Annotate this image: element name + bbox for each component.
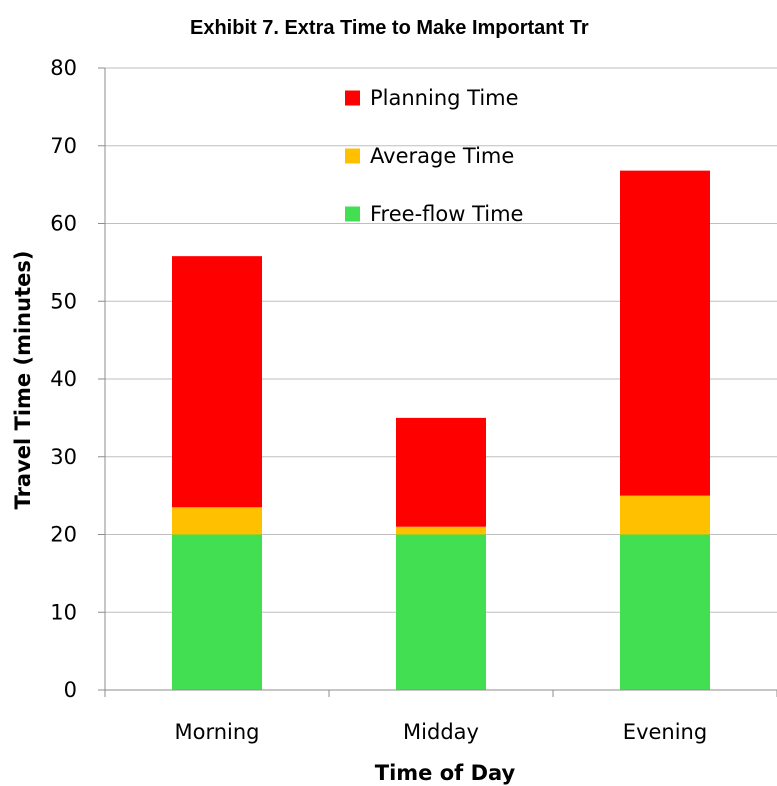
bar-planning-time-midday bbox=[396, 417, 486, 527]
y-tick-label: 10 bbox=[50, 600, 77, 624]
legend-swatch bbox=[345, 148, 360, 164]
y-tick-label: 20 bbox=[50, 523, 77, 547]
bar-free-flow-time-evening bbox=[620, 534, 710, 690]
legend-swatch bbox=[345, 206, 360, 222]
legend-label: Free-flow Time bbox=[370, 202, 523, 226]
y-tick-label: 70 bbox=[50, 134, 77, 158]
y-tick-label: 0 bbox=[64, 678, 77, 702]
y-tick-label: 50 bbox=[50, 289, 77, 313]
bar-average-time-morning bbox=[172, 507, 262, 535]
x-axis-title: Time of Day bbox=[375, 761, 516, 785]
x-tick-label: Morning bbox=[174, 720, 259, 744]
legend-label: Planning Time bbox=[370, 86, 519, 110]
x-tick-label: Evening bbox=[623, 720, 707, 744]
bar-free-flow-time-midday bbox=[396, 534, 486, 690]
legend: Planning Time Average Time Free-flow Time bbox=[345, 86, 523, 226]
y-axis-title: Travel Time (minutes) bbox=[11, 251, 35, 510]
y-tick-label: 30 bbox=[50, 445, 77, 469]
x-tick-label: Midday bbox=[403, 720, 479, 744]
bar-planning-time-evening bbox=[620, 170, 710, 496]
y-tick-label: 80 bbox=[50, 56, 77, 80]
chart-title: Exhibit 7. Extra Time to Make Important … bbox=[190, 17, 589, 39]
legend-swatch bbox=[345, 90, 360, 106]
bars bbox=[172, 170, 710, 690]
y-tick-label: 40 bbox=[50, 367, 77, 391]
bar-average-time-midday bbox=[396, 526, 486, 535]
bar-free-flow-time-morning bbox=[172, 534, 262, 690]
legend-label: Average Time bbox=[370, 144, 514, 168]
axes: 0 10 20 30 40 50 60 70 80 Morning Midday Evening bbox=[50, 56, 777, 744]
y-tick-label: 60 bbox=[50, 212, 77, 236]
bar-planning-time-morning bbox=[172, 256, 262, 508]
bar-average-time-evening bbox=[620, 495, 710, 535]
